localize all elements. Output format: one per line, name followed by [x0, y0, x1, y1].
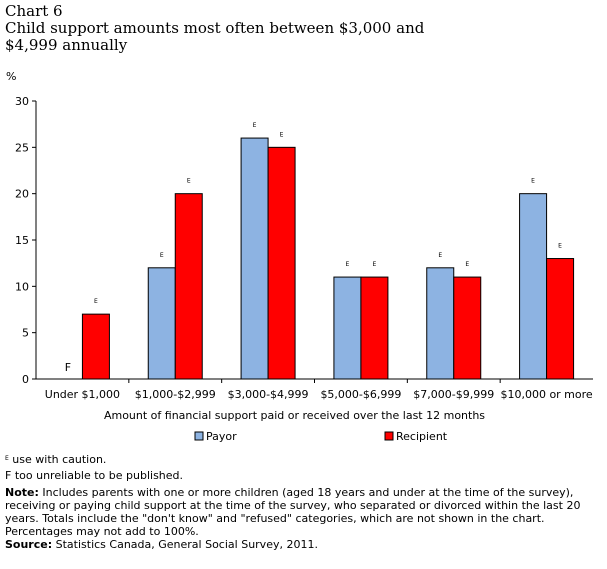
- data-flag: E: [160, 252, 164, 259]
- data-flag: E: [94, 298, 98, 305]
- x-tick-label: $3,000-$4,999: [228, 388, 309, 401]
- bar-chart: % 0 5 10 15 20 25 30 Under $1,000 F E $1,000-$2,999…: [6, 70, 593, 443]
- bar-payor: [333, 276, 362, 380]
- source-label: Source:: [5, 538, 53, 551]
- data-flag: E: [558, 243, 562, 250]
- x-tick-label: $10,000 or more: [500, 388, 592, 401]
- bar-recipient: [546, 258, 575, 380]
- data-flag: E: [346, 261, 350, 268]
- bar-recipient: [174, 193, 203, 380]
- data-flag: E: [373, 261, 377, 268]
- x-tick-label: Under $1,000: [45, 388, 120, 401]
- legend-swatch-payor: [194, 431, 204, 441]
- note-e: E use with caution.: [5, 452, 603, 466]
- bar-recipient: [267, 146, 296, 380]
- chart-title: Chart 6 Child support amounts most often…: [5, 3, 595, 54]
- bar-recipient: [453, 276, 482, 380]
- y-tick-label: 10: [15, 280, 29, 293]
- legend-swatch-recipient: [384, 431, 394, 441]
- y-tick-label: 0: [22, 373, 29, 386]
- y-tick-label: 20: [15, 188, 29, 201]
- y-tick-label: 25: [15, 141, 29, 154]
- chart-title-line2: $4,999 annually: [5, 36, 128, 54]
- y-tick-label: 30: [15, 95, 29, 108]
- y-tick-label: 5: [22, 327, 29, 340]
- legend-label-payor: Payor: [206, 430, 237, 443]
- data-flag: E: [253, 122, 257, 129]
- data-flag: E: [531, 178, 535, 185]
- bar-payor: [426, 267, 455, 380]
- bar-recipient: [360, 276, 389, 380]
- data-flag: E: [465, 261, 469, 268]
- chart-title-line1: Child support amounts most often between…: [5, 19, 425, 37]
- y-tick-label: 15: [15, 234, 29, 247]
- data-flag: E: [438, 252, 442, 259]
- bar-payor: [147, 267, 176, 380]
- chart-notes: E use with caution. F too unreliable to …: [5, 452, 603, 551]
- legend-label-recipient: Recipient: [396, 430, 448, 443]
- source-text: Statistics Canada, General Social Survey…: [52, 538, 318, 551]
- x-tick-label: $5,000-$6,999: [320, 388, 401, 401]
- bar-payor: [519, 193, 548, 380]
- source: Source: Statistics Canada, General Socia…: [5, 538, 603, 551]
- y-axis-label: %: [6, 70, 16, 83]
- data-flag: E: [187, 178, 191, 185]
- note: Note: Includes parents with one or more …: [5, 486, 603, 538]
- x-tick-label: $1,000-$2,999: [135, 388, 216, 401]
- chart-number: Chart 6: [5, 2, 63, 20]
- e-text: use with caution.: [8, 453, 107, 466]
- note-f: F too unreliable to be published.: [5, 469, 184, 482]
- note-text: Includes parents with one or more childr…: [5, 486, 581, 538]
- e-symbol: E: [5, 455, 9, 462]
- data-flag: E: [280, 131, 284, 138]
- data-flag: F: [65, 361, 71, 374]
- note-label: Note:: [5, 486, 39, 499]
- x-tick-label: $7,000-$9,999: [413, 388, 494, 401]
- bar-payor: [240, 137, 269, 380]
- bar-recipient: [81, 313, 110, 380]
- x-axis-label: Amount of financial support paid or rece…: [104, 409, 485, 422]
